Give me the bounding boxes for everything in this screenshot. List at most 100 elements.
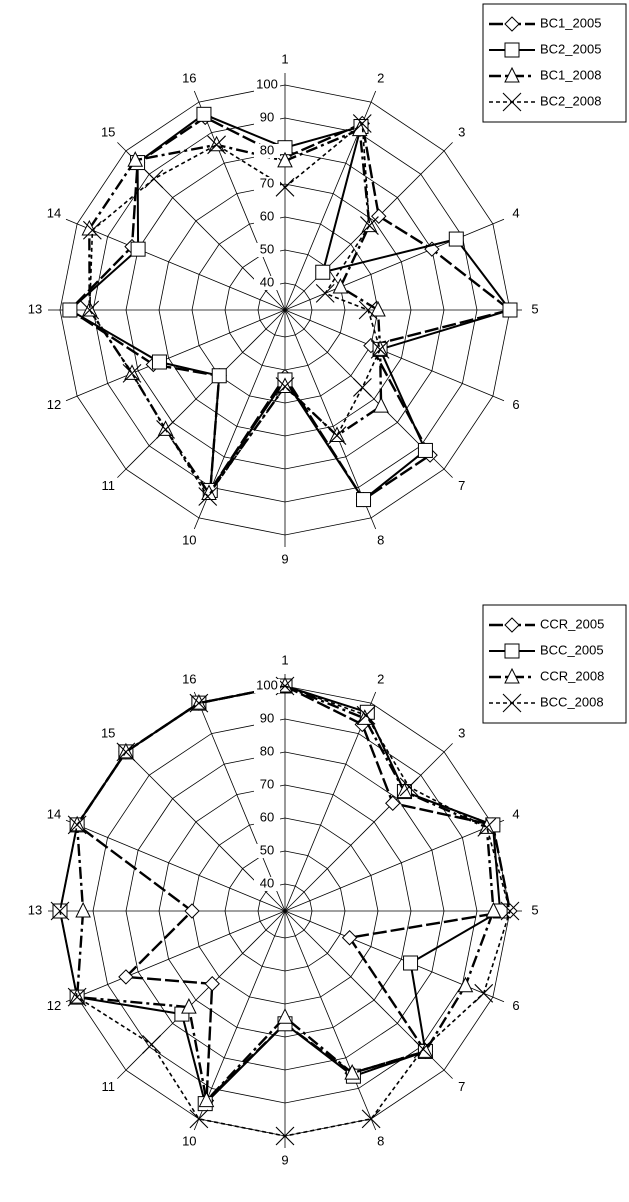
data-point	[118, 742, 134, 759]
tick-label-bg	[254, 811, 280, 825]
tick-label: 60	[260, 809, 274, 824]
series-BC1_2008	[81, 120, 389, 500]
spoke	[284, 824, 494, 912]
data-point	[352, 114, 372, 133]
category-label: 14	[47, 807, 61, 822]
category-label: 11	[101, 478, 115, 493]
spoke-tick	[443, 743, 453, 753]
spoke-tick	[65, 218, 78, 225]
spoke	[198, 101, 286, 311]
legend-marker	[504, 617, 520, 633]
data-point	[353, 378, 372, 397]
category-label: 5	[531, 902, 538, 917]
legend: BC1_2005 BC2_2005 BC1_2008 BC2_2008	[482, 3, 627, 123]
spoke-tick	[443, 142, 453, 152]
data-point	[315, 264, 331, 280]
spoke-tick	[117, 1069, 127, 1079]
data-point	[502, 302, 518, 318]
data-point	[474, 983, 494, 1003]
data-point	[399, 777, 419, 797]
category-label: 12	[47, 998, 61, 1013]
category-label: 15	[101, 726, 115, 741]
data-point	[207, 135, 226, 155]
legend-marker	[502, 693, 522, 713]
tick-label: 50	[260, 241, 274, 256]
data-point	[396, 782, 413, 799]
spoke	[76, 910, 286, 998]
data-point	[80, 300, 100, 320]
spoke	[284, 309, 372, 519]
category-label: 12	[47, 397, 61, 412]
series-CCR_2008	[69, 676, 502, 1108]
data-point	[417, 442, 433, 458]
spoke	[76, 824, 286, 912]
data-point	[122, 363, 142, 383]
category-label: 10	[182, 532, 196, 547]
value-tick-labels: 40 50 60 70 80 90 100	[254, 76, 280, 290]
data-point	[360, 216, 379, 235]
data-point	[204, 976, 220, 992]
spoke-tick	[370, 90, 377, 103]
spoke-tick	[443, 1069, 453, 1079]
data-point	[277, 676, 293, 693]
spoke	[76, 223, 286, 311]
tick-label-bg	[254, 712, 280, 726]
tick-label-bg	[254, 877, 280, 891]
legend-marker	[502, 92, 522, 112]
spoke-tick	[492, 218, 505, 225]
data-point	[332, 277, 349, 294]
data-point	[485, 901, 502, 918]
spoke-tick	[370, 691, 377, 704]
data-point	[198, 1091, 215, 1108]
data-point	[315, 283, 335, 303]
category-label: 3	[458, 125, 465, 140]
data-point	[127, 151, 144, 167]
category-label: 9	[281, 551, 288, 566]
data-point	[196, 106, 212, 122]
tick-label-bg	[254, 844, 280, 858]
data-point	[403, 955, 419, 971]
legend-marker	[504, 16, 520, 32]
tick-label-bg	[254, 177, 280, 191]
data-point	[373, 396, 389, 413]
data-point	[448, 231, 464, 247]
data-point	[67, 987, 87, 1007]
tick-label: 40	[260, 274, 274, 289]
category-label: 6	[512, 998, 519, 1013]
data-point	[500, 901, 520, 921]
spoke-tick	[370, 1118, 377, 1131]
spoke	[284, 101, 372, 311]
data-point	[477, 818, 497, 837]
spoke	[284, 702, 372, 912]
category-label: 14	[47, 206, 61, 221]
data-point	[356, 705, 376, 725]
data-point	[198, 487, 218, 506]
data-point	[275, 377, 295, 396]
spoke	[125, 309, 286, 470]
spoke-tick	[492, 395, 505, 402]
category-label: 15	[101, 125, 115, 140]
spoke-tick	[117, 468, 127, 478]
data-point	[356, 492, 372, 508]
data-point	[144, 169, 164, 189]
spoke-tick	[117, 142, 127, 152]
data-point	[124, 364, 140, 380]
category-label: 11	[101, 1079, 115, 1094]
data-point	[81, 219, 98, 236]
category-label: 1	[281, 652, 288, 667]
tick-label-bg	[254, 210, 280, 224]
data-point	[457, 976, 474, 993]
tick-label-bg	[254, 78, 280, 92]
data-point	[211, 368, 227, 384]
legend-label: BC2_2008	[540, 93, 601, 108]
spoke	[284, 910, 494, 998]
tick-label: 50	[260, 842, 274, 857]
category-label: 13	[28, 902, 42, 917]
category-label: 9	[281, 1152, 288, 1167]
tick-label: 70	[260, 175, 274, 190]
data-point	[344, 1064, 360, 1080]
tick-label: 100	[256, 76, 278, 91]
legend-marker	[504, 66, 520, 83]
